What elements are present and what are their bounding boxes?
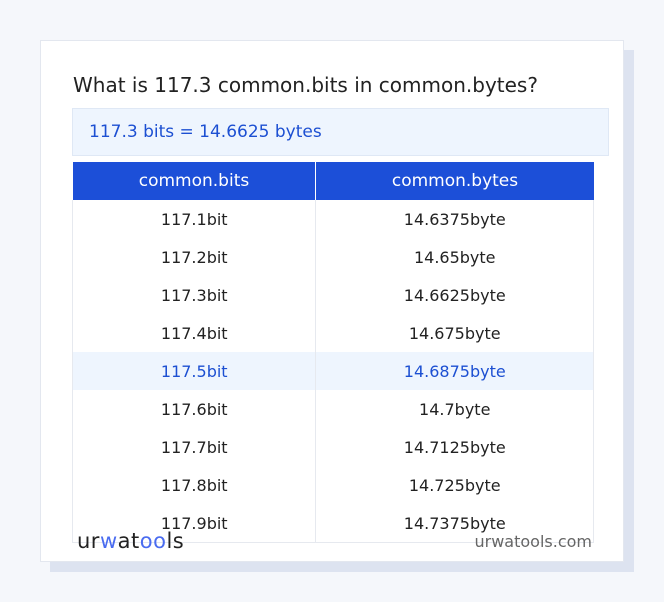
table-cell: 117.6bit [71,390,317,428]
site-link[interactable]: urwatools.com [474,532,593,551]
table-cell: 117.3bit [71,276,317,314]
table-row: 117.4bit 14.675byte [71,314,594,352]
table-cell: 14.7375byte [315,504,594,543]
table-cell: 117.7bit [71,428,317,466]
table-cell: 117.2bit [71,238,317,276]
table-cell: 14.675byte [315,314,594,352]
table-cell: 117.4bit [71,314,317,352]
conversion-table: common.bits common.bytes 117.1bit 14.6375… [71,162,594,543]
column-header: common.bytes [315,162,594,200]
table-cell: 117.9bit [71,504,317,543]
table-cell: 14.6875byte [315,352,594,390]
table-row: 117.1bit 14.6375byte [71,200,594,238]
urwatools-logo[interactable]: urwatools [77,529,185,553]
page-title: What is 117.3 common.bits in common.byte… [73,73,538,97]
column-header: common.bits [72,162,316,200]
table-row: 117.2bit 14.65byte [71,238,594,276]
table-row: 117.6bit 14.7byte [71,390,594,428]
table-cell: 14.7125byte [315,428,594,466]
table-cell: 14.65byte [315,238,594,276]
table-cell: 117.8bit [71,466,317,504]
table-row: 117.5bit 14.6875byte [71,352,594,390]
table-cell: 14.6625byte [315,276,594,314]
result-box: 117.3 bits = 14.6625 bytes [72,108,609,156]
table-row: 117.3bit 14.6625byte [71,276,594,314]
table-cell: 117.1bit [71,200,317,238]
table-row: 117.8bit 14.725byte [71,466,594,504]
table-cell: 14.7byte [315,390,594,428]
table-row: 117.7bit 14.7125byte [71,428,594,466]
table-row: 117.9bit 14.7375byte [71,504,594,543]
table-cell: 14.725byte [315,466,594,504]
table-cell: 14.6375byte [315,200,594,238]
conversion-card: What is 117.3 common.bits in common.byte… [40,40,624,562]
table-cell: 117.5bit [71,352,317,390]
